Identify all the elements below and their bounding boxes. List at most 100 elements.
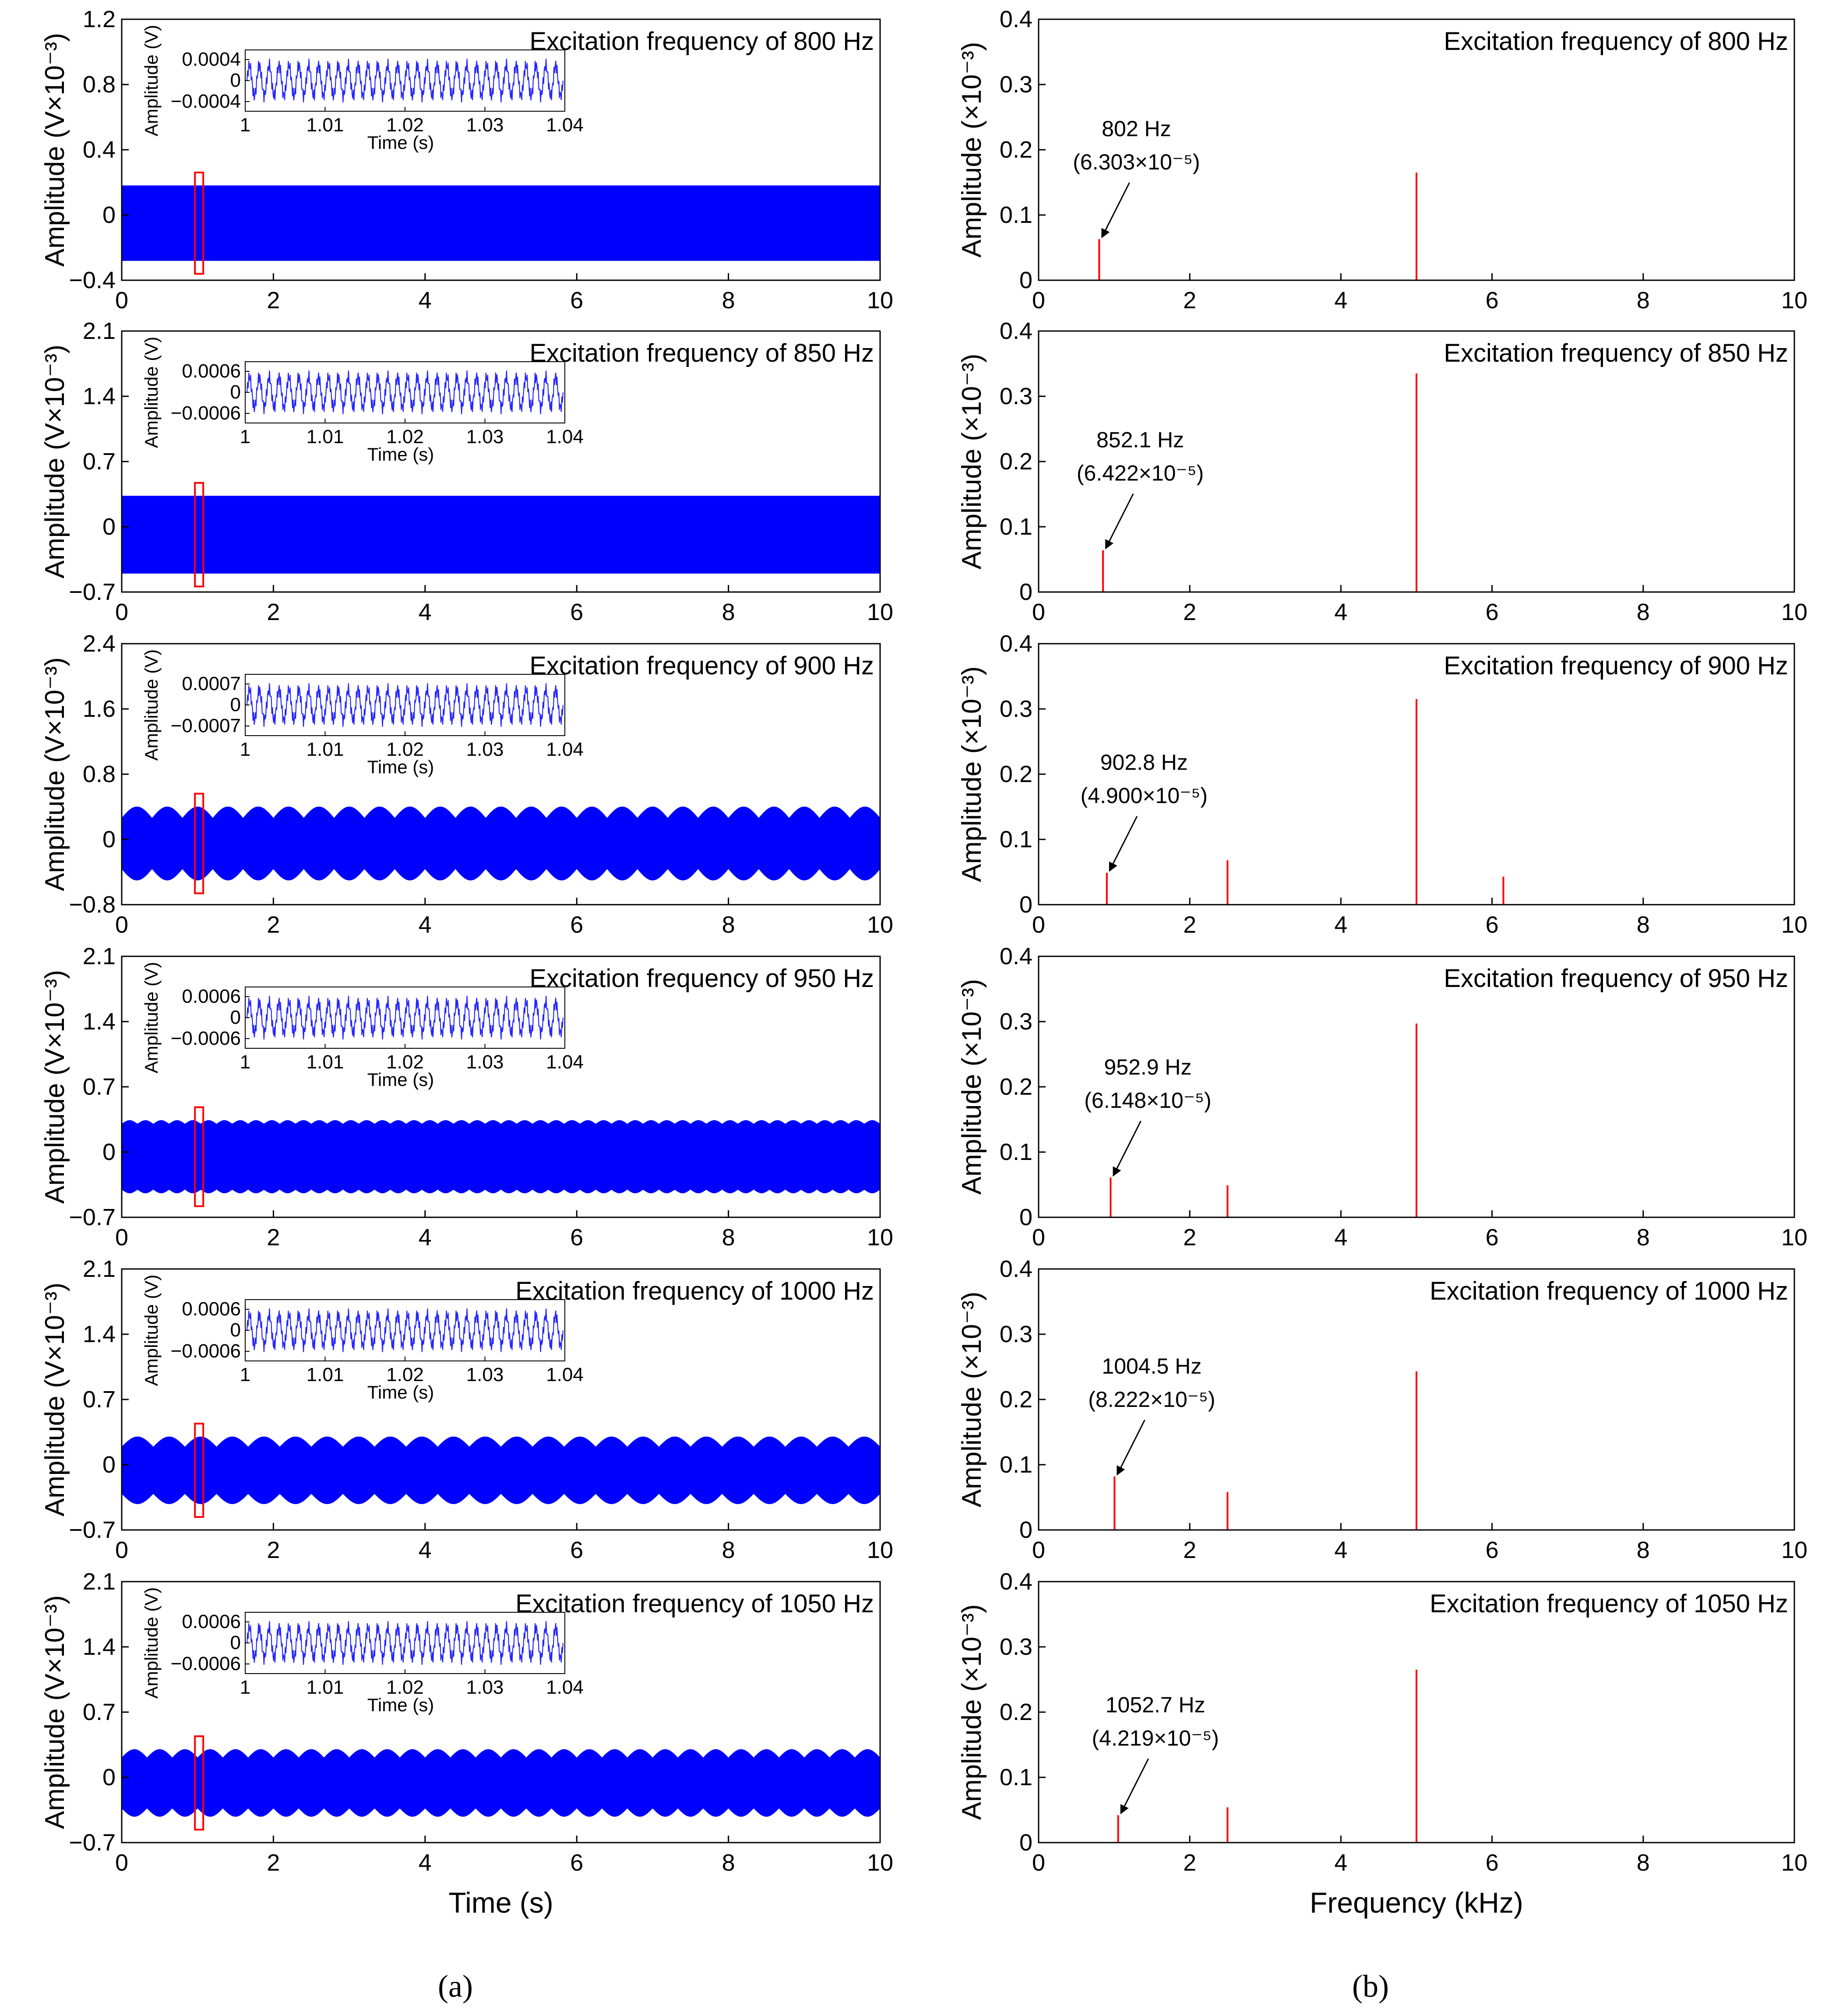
panel-b1-title: Excitation frequency of 800 Hz bbox=[1444, 27, 1788, 56]
panel-b3-xtick-label: 4 bbox=[1334, 912, 1347, 938]
panel-a1-xtick-label: 6 bbox=[570, 287, 583, 314]
panel-b1-ytick-label: 0.2 bbox=[1000, 137, 1032, 163]
panel-b5-peak-amp-label: (8.222×10⁻⁵) bbox=[1088, 1387, 1215, 1412]
panel-a3-inset-xtick-label: 1.01 bbox=[307, 739, 344, 760]
panel-a2-ylabel: Amplitude (V×10⁻³) bbox=[40, 345, 70, 578]
panel-a3-ytick-label: −0.8 bbox=[69, 892, 116, 918]
panel-a3-xtick-label: 0 bbox=[115, 912, 128, 938]
panel-a2-xtick-label: 2 bbox=[267, 599, 280, 625]
panel-b5-peak-arrow bbox=[1117, 1420, 1145, 1476]
panel-a3-xtick-label: 6 bbox=[570, 912, 583, 938]
panel-b6-ytick-label: 0 bbox=[1019, 1829, 1032, 1856]
panel-a3-inset-waveform bbox=[246, 683, 564, 727]
panel-b2-xtick-label: 0 bbox=[1032, 599, 1045, 625]
panel-b5-xtick-label: 6 bbox=[1486, 1537, 1499, 1563]
panel-a3-inset-xtick-label: 1.03 bbox=[466, 739, 504, 760]
panel-a6-xtick-label: 8 bbox=[722, 1850, 735, 1876]
panel-a2-inset-xlabel: Time (s) bbox=[367, 444, 434, 465]
panel-b5-ytick-label: 0.3 bbox=[1000, 1321, 1032, 1347]
panel-b6-xtick-label: 2 bbox=[1183, 1850, 1196, 1876]
panel-a3-inset-xlabel: Time (s) bbox=[367, 757, 434, 777]
panel-a5-inset-xtick-label: 1.01 bbox=[307, 1364, 344, 1385]
panel-b3: 902.8 Hz (4.900×10⁻⁵) 0 2 4 6 8 10 0 0.1 0.2 0.3 0.4… bbox=[957, 631, 1807, 938]
panel-a1-xtick-label: 2 bbox=[267, 287, 280, 314]
panel-a3-xtick-label: 8 bbox=[722, 912, 735, 938]
panel-a2-ytick-label: 2.1 bbox=[83, 318, 116, 344]
panel-a2-ytick-label: −0.7 bbox=[69, 579, 116, 605]
panel-a4-ytick-label: 0 bbox=[102, 1139, 116, 1165]
panel-a3-inset-ytick-label: 0.0007 bbox=[182, 673, 241, 694]
panel-a6-xtick-label: 2 bbox=[267, 1850, 280, 1876]
panel-b1: 802 Hz (6.303×10⁻⁵) 0 2 4 6 8 10 0 0.1 0.2 0.3 0.4 Am… bbox=[957, 6, 1807, 314]
panel-a2-xtick-label: 6 bbox=[570, 599, 583, 625]
panel-a5-xtick-label: 10 bbox=[867, 1537, 893, 1563]
panel-a1-inset-xtick-label: 1.04 bbox=[546, 114, 584, 136]
panel-b3-ytick-label: 0.4 bbox=[1000, 631, 1032, 657]
panel-b6-xtick-label: 10 bbox=[1781, 1850, 1807, 1876]
panel-a3-ytick-label: 0.8 bbox=[83, 761, 116, 787]
panel-a2-xtick-label: 8 bbox=[722, 599, 735, 625]
panel-a5-xtick-label: 6 bbox=[570, 1537, 583, 1563]
panel-a1-inset-xtick-label: 1.02 bbox=[386, 114, 424, 136]
panel-a5-inset-waveform bbox=[246, 1308, 564, 1352]
panel-a1-inset-ylabel: Amplitude (V) bbox=[141, 25, 162, 136]
panel-a1-title: Excitation frequency of 800 Hz bbox=[529, 27, 874, 56]
panel-a3-signal-band bbox=[121, 806, 881, 881]
panel-a2-ytick-label: 0 bbox=[102, 514, 116, 540]
panel-a1-inset-xtick-label: 1.03 bbox=[466, 114, 504, 136]
panel-a3-inset-ylabel: Amplitude (V) bbox=[141, 649, 162, 761]
panel-b4-xtick-label: 0 bbox=[1032, 1224, 1045, 1251]
panel-b1-ytick-label: 0.1 bbox=[1000, 202, 1032, 228]
panel-a4-signal-band bbox=[121, 1120, 881, 1194]
panel-b2-peak-freq-label: 852.1 Hz bbox=[1096, 428, 1184, 452]
panel-a3-inset-xtick-label: 1.04 bbox=[546, 739, 584, 760]
panel-a6-ytick-label: 0.7 bbox=[83, 1699, 116, 1725]
panel-b6-title: Excitation frequency of 1050 Hz bbox=[1430, 1590, 1788, 1618]
panel-b5: 1004.5 Hz (8.222×10⁻⁵) 0 2 4 6 8 10 0 0.1 0.2 0.3 0.… bbox=[957, 1256, 1807, 1563]
panel-a4-ytick-label: 2.1 bbox=[83, 943, 116, 969]
panel-a5-inset-ytick-label: 0 bbox=[230, 1319, 241, 1341]
panel-a6-inset-xtick-label: 1.02 bbox=[386, 1677, 424, 1698]
panel-a6-xtick-label: 0 bbox=[115, 1850, 128, 1876]
panel-a2-signal-band bbox=[121, 496, 881, 574]
panel-a5-inset-ylabel: Amplitude (V) bbox=[141, 1275, 162, 1386]
panel-a4-inset-ylabel: Amplitude (V) bbox=[141, 962, 162, 1073]
panel-a4-xtick-label: 0 bbox=[115, 1224, 128, 1251]
panel-b6-ytick-label: 0.4 bbox=[1000, 1568, 1032, 1595]
panel-a3-title: Excitation frequency of 900 Hz bbox=[529, 652, 874, 680]
panel-b3-ytick-label: 0.3 bbox=[1000, 696, 1032, 722]
panel-b1-peak-amp-label: (6.303×10⁻⁵) bbox=[1073, 150, 1200, 174]
panel-b1-xtick-label: 4 bbox=[1334, 287, 1347, 314]
panel-b5-peak-freq-label: 1004.5 Hz bbox=[1102, 1354, 1201, 1378]
panel-b1-peak-freq-label: 802 Hz bbox=[1102, 116, 1171, 141]
panel-b6-ytick-label: 0.2 bbox=[1000, 1699, 1032, 1725]
panel-b2-xtick-label: 8 bbox=[1637, 599, 1650, 625]
panel-b6: 1052.7 Hz (4.219×10⁻⁵) 0 2 4 6 8 10 0 0.1 0.2 0.3 0.… bbox=[957, 1568, 1807, 1919]
panel-a6-zoom-box bbox=[194, 1735, 204, 1831]
panel-a1-inset-frame bbox=[245, 49, 565, 112]
panel-a3-ytick-label: 1.6 bbox=[83, 696, 116, 722]
panel-a6-inset-ytick-label: 0.0006 bbox=[182, 1611, 241, 1632]
panel-b6-xtick-label: 6 bbox=[1486, 1850, 1499, 1876]
panel-b5-xtick-label: 0 bbox=[1032, 1537, 1045, 1563]
panel-b5-ytick-label: 0.4 bbox=[1000, 1256, 1032, 1282]
panel-b4-peak-arrow bbox=[1113, 1121, 1142, 1177]
panel-a1-inset-ytick-label: 0 bbox=[230, 70, 241, 91]
panel-a3-ytick-label: 2.4 bbox=[83, 631, 116, 657]
panel-a5-signal-band bbox=[121, 1436, 881, 1504]
panel-a2-inset-ytick-label: 0 bbox=[230, 381, 241, 403]
panel-a6-inset-waveform bbox=[246, 1621, 564, 1665]
panel-b3-xtick-label: 10 bbox=[1781, 912, 1807, 938]
panel-a6-ytick-label: 2.1 bbox=[83, 1568, 116, 1595]
panel-a6-inset-xtick-label: 1.04 bbox=[546, 1677, 584, 1698]
panel-a1-xtick-label: 8 bbox=[722, 287, 735, 314]
panel-a3-inset-ytick-label: 0 bbox=[230, 694, 241, 715]
panel-b1-xtick-label: 10 bbox=[1781, 287, 1807, 314]
panel-a4-inset-xtick-label: 1.04 bbox=[546, 1051, 584, 1073]
panel-a2-zoom-box bbox=[194, 482, 204, 588]
panel-a2-inset-xtick-label: 1.04 bbox=[546, 426, 584, 448]
